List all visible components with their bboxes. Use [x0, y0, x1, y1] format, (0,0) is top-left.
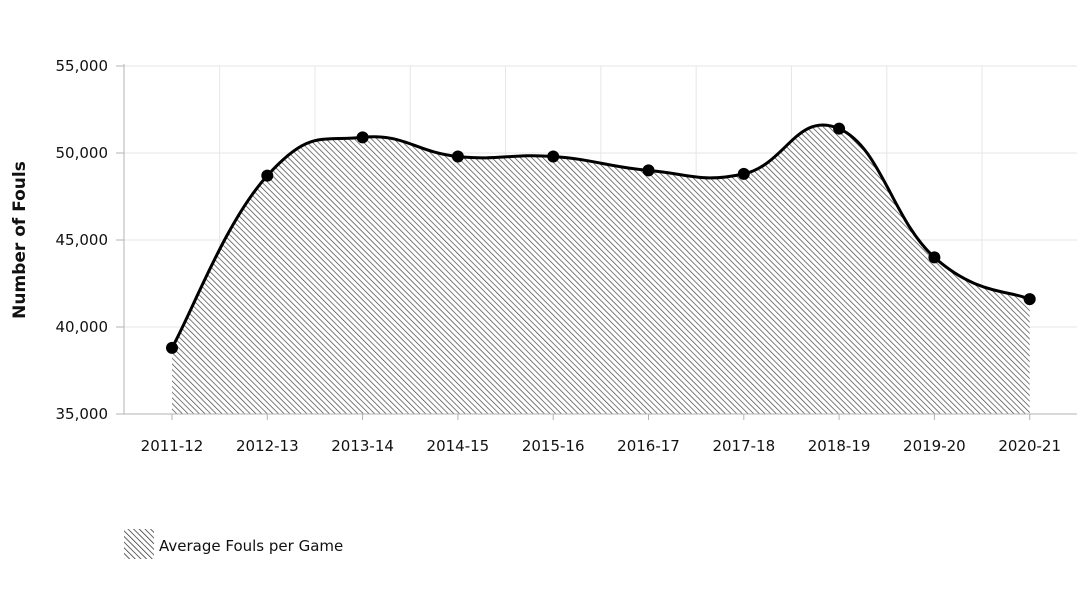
- data-point-2017-18[interactable]: [737, 167, 750, 180]
- x-tick-label: 2018-19: [808, 437, 871, 455]
- area-fill: [172, 124, 1030, 414]
- x-tick-label: 2011-12: [141, 437, 204, 455]
- data-point-2015-16[interactable]: [547, 150, 560, 163]
- y-axis-title: Number of Fouls: [10, 161, 30, 319]
- x-tick-label: 2016-17: [617, 437, 680, 455]
- y-tick-label: 50,000: [56, 144, 109, 162]
- x-tick-label: 2015-16: [522, 437, 585, 455]
- axes: [116, 64, 1077, 420]
- x-tick-label: 2012-13: [236, 437, 299, 455]
- legend-swatch: [124, 529, 154, 559]
- data-point-2014-15[interactable]: [451, 150, 464, 163]
- data-point-2018-19[interactable]: [833, 122, 846, 135]
- x-tick-label: 2014-15: [427, 437, 490, 455]
- y-tick-label: 55,000: [56, 57, 109, 75]
- data-point-2013-14[interactable]: [356, 131, 369, 144]
- y-tick-label: 35,000: [56, 405, 109, 423]
- x-tick-label: 2020-21: [998, 437, 1061, 455]
- data-point-2016-17[interactable]: [642, 164, 655, 177]
- data-point-2019-20[interactable]: [928, 251, 941, 264]
- x-tick-label: 2019-20: [903, 437, 966, 455]
- data-points: [166, 122, 1036, 354]
- series-line-path: [170, 123, 1032, 350]
- data-point-2011-12[interactable]: [166, 341, 178, 354]
- y-tick-label: 45,000: [56, 231, 109, 249]
- legend: Average Fouls per Game: [124, 529, 343, 559]
- data-point-2012-13[interactable]: [261, 169, 274, 182]
- x-tick-labels: 2011-12 2012-13 2013-14 2014-15 2015-16 2016-…: [141, 437, 1061, 455]
- x-tick-label: 2013-14: [331, 437, 394, 455]
- area-fill-shape: [172, 124, 1030, 414]
- series-line: [170, 123, 1032, 350]
- y-tick-label: 40,000: [56, 318, 109, 336]
- y-tick-labels: 35,000 40,000 45,000 50,000 55,000: [56, 57, 109, 423]
- data-point-2020-21[interactable]: [1023, 293, 1036, 306]
- legend-label: Average Fouls per Game: [159, 537, 343, 555]
- x-tick-label: 2017-18: [712, 437, 775, 455]
